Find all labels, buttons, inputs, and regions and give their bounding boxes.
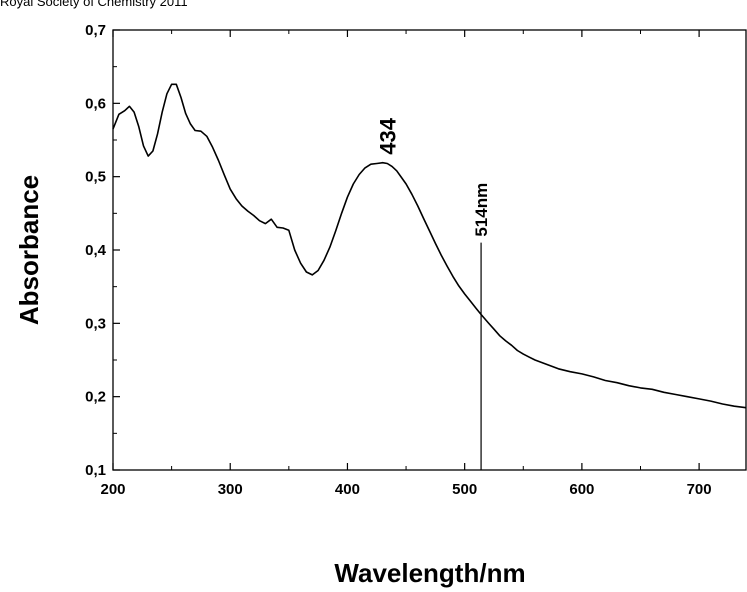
peak-label: 434 bbox=[375, 117, 400, 154]
x-tick-label: 300 bbox=[218, 481, 243, 498]
x-tick-label: 400 bbox=[335, 481, 360, 498]
y-tick-label: 0,2 bbox=[85, 389, 106, 406]
x-axis-title: Wavelength/nm bbox=[334, 558, 525, 588]
y-tick-label: 0,4 bbox=[85, 242, 107, 259]
y-tick-label: 0,6 bbox=[85, 95, 106, 112]
header-text: Royal Society of Chemistry 2011 bbox=[0, 0, 188, 9]
spectrum-line bbox=[112, 83, 747, 409]
y-tick-label: 0,3 bbox=[85, 315, 106, 332]
y-tick-label: 0,5 bbox=[85, 169, 106, 186]
x-tick-label: 500 bbox=[452, 481, 477, 498]
ticks-layer: 200 300 400 500 600 700 0,1 0,2 0,3 0,4 0,5 0,6 0,7 bbox=[85, 22, 711, 498]
x-tick-label: 200 bbox=[100, 481, 125, 498]
x-tick-label: 600 bbox=[569, 481, 594, 498]
y-tick-label: 0,7 bbox=[85, 22, 106, 39]
x-tick-label: 700 bbox=[687, 481, 712, 498]
y-axis-title: Absorbance bbox=[14, 175, 44, 325]
plot-frame bbox=[112, 29, 747, 471]
marker-label: 514nm bbox=[472, 183, 491, 237]
y-tick-label: 0,1 bbox=[85, 462, 106, 479]
